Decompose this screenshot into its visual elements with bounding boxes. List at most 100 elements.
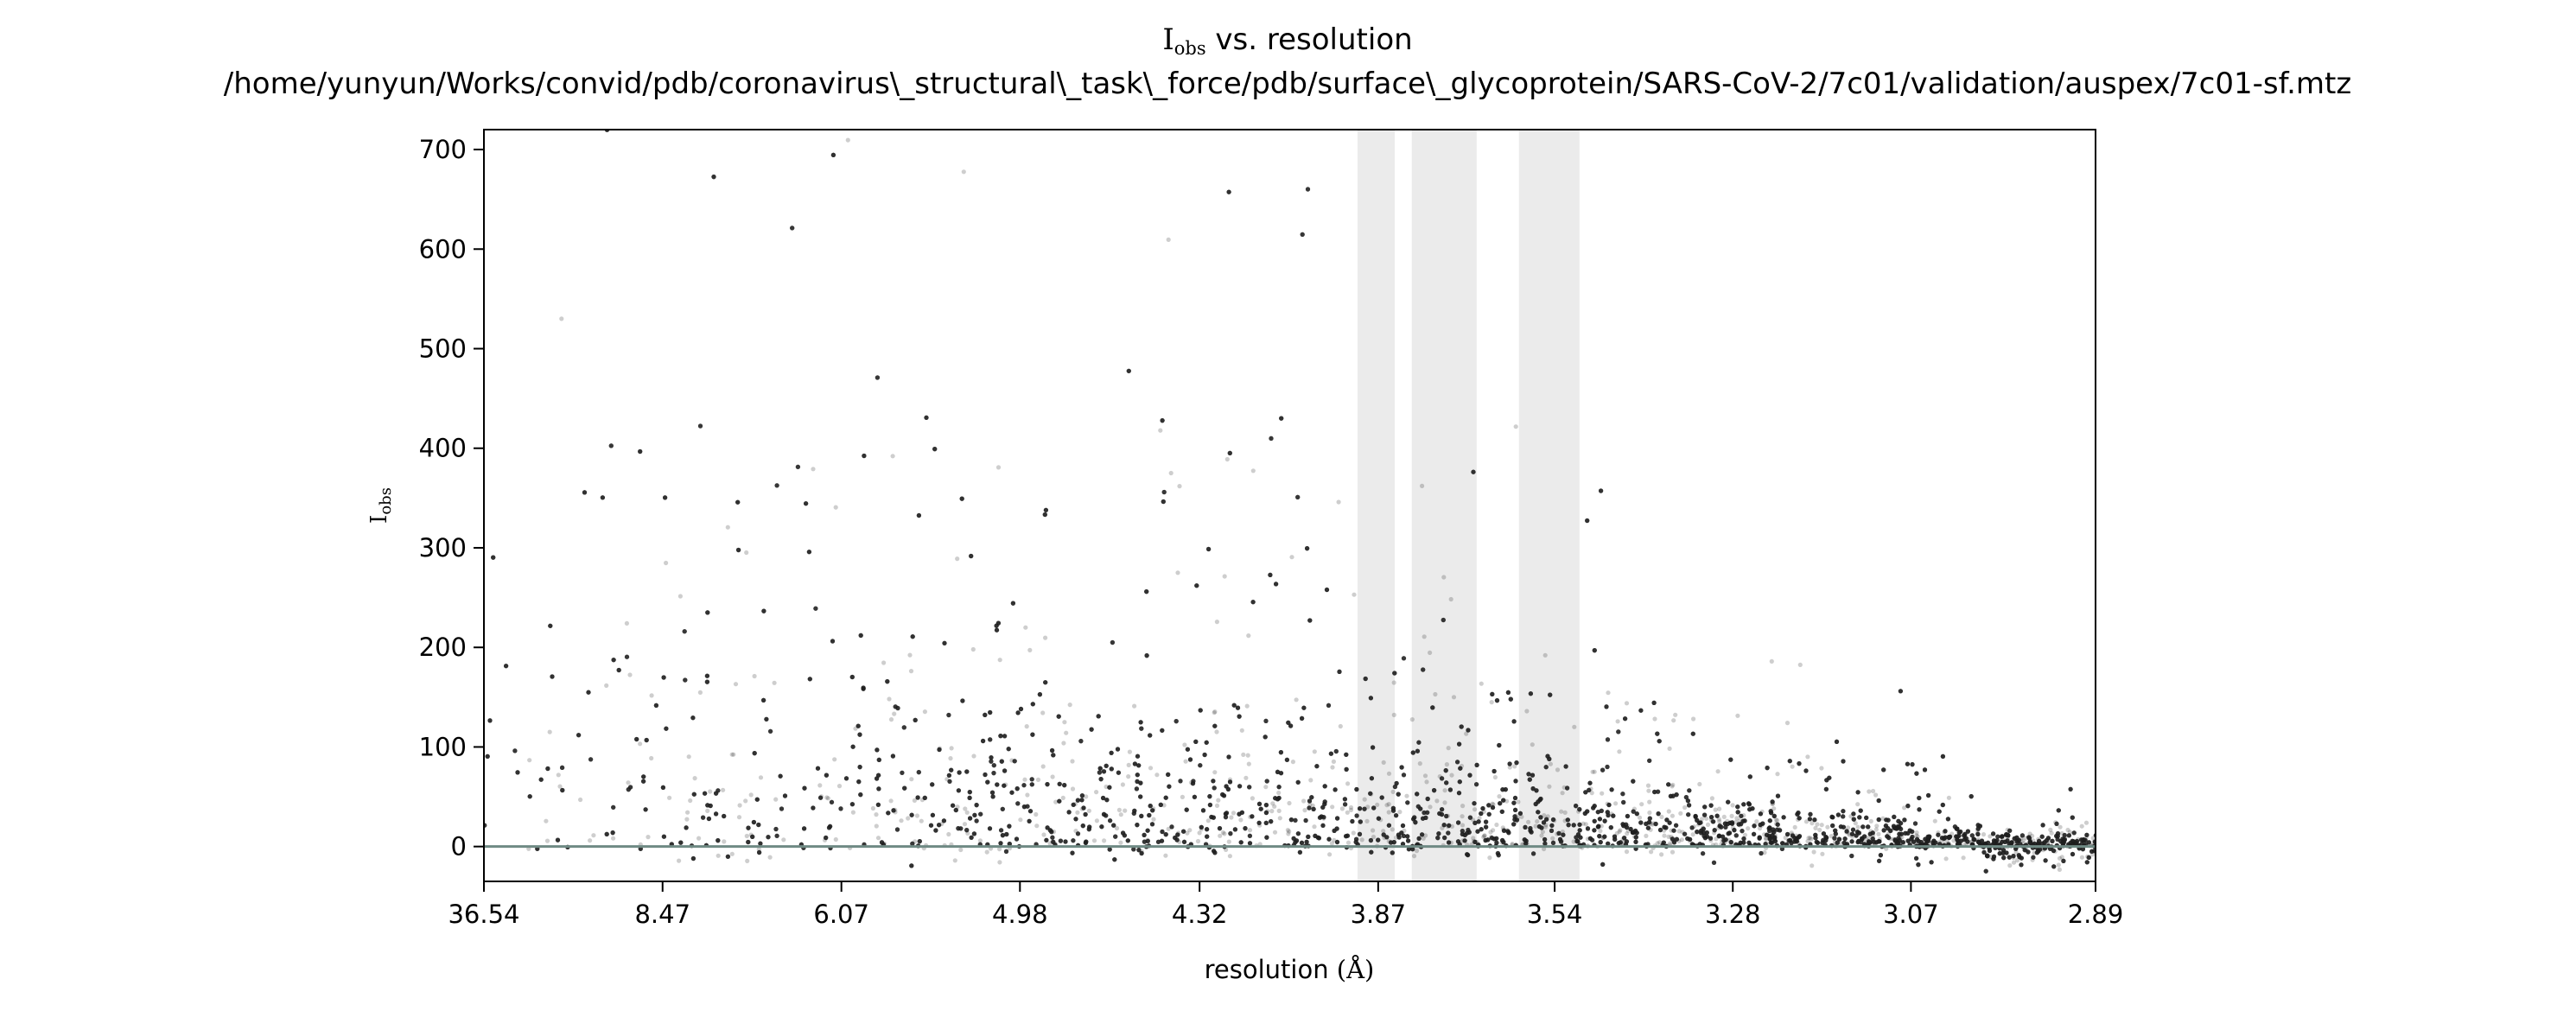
data-point <box>2000 848 2007 853</box>
data-point <box>1622 837 1627 843</box>
data-point <box>1315 835 1320 840</box>
data-point <box>1975 836 1981 842</box>
data-point <box>1396 835 1402 840</box>
data-point <box>1519 814 1524 819</box>
data-point <box>1764 836 1769 842</box>
data-point <box>1422 773 1428 779</box>
data-point <box>1943 829 1948 834</box>
data-point <box>1746 801 1752 806</box>
data-point <box>1491 828 1496 833</box>
data-point <box>1472 807 1478 812</box>
data-point <box>1161 499 1166 505</box>
data-point <box>1126 762 1131 768</box>
data-point <box>1422 634 1427 639</box>
data-point <box>1394 835 1399 840</box>
data-point <box>1212 723 1218 728</box>
data-point <box>930 782 935 787</box>
data-point <box>1014 786 1020 792</box>
data-point <box>1269 809 1275 814</box>
data-point <box>1884 823 1889 828</box>
data-point <box>1523 824 1528 830</box>
data-point <box>1915 834 1920 839</box>
data-point <box>1796 840 1801 846</box>
data-point <box>1411 854 1417 859</box>
data-point <box>1697 842 1702 847</box>
data-point <box>1721 814 1727 820</box>
data-point <box>1737 818 1742 823</box>
data-point <box>1471 836 1476 841</box>
data-point <box>1670 849 1676 855</box>
data-point <box>1060 795 1065 801</box>
data-point <box>737 803 742 808</box>
data-point <box>1961 855 1966 861</box>
data-point <box>2032 850 2037 855</box>
data-point <box>2079 823 2084 829</box>
data-point <box>1547 784 1552 789</box>
data-point <box>1669 828 1674 833</box>
data-point <box>1969 839 1975 844</box>
data-point <box>1163 832 1168 837</box>
data-point <box>970 646 976 652</box>
data-point <box>945 777 950 782</box>
data-point <box>984 849 989 855</box>
data-point <box>544 838 550 843</box>
data-point <box>2065 827 2070 833</box>
data-point <box>1796 817 1801 823</box>
data-point <box>1562 818 1568 823</box>
data-point <box>1754 819 1759 824</box>
data-point <box>1896 841 1901 846</box>
data-point <box>1043 635 1048 640</box>
data-point <box>1321 816 1326 821</box>
data-point <box>1257 823 1263 828</box>
data-point <box>1585 836 1590 842</box>
data-point <box>1912 841 1918 846</box>
data-point <box>2057 867 2062 873</box>
data-point <box>1819 766 1824 771</box>
data-point <box>1226 189 1231 194</box>
data-point <box>2083 836 2089 841</box>
data-point <box>1424 779 1429 785</box>
data-point <box>1716 817 1722 822</box>
data-point <box>736 815 742 820</box>
data-point <box>1239 728 1244 733</box>
data-point <box>1969 794 1974 799</box>
data-point <box>1870 830 1875 836</box>
data-point <box>1666 834 1671 840</box>
data-point <box>1205 834 1210 839</box>
data-point <box>1540 830 1545 835</box>
data-point <box>1409 717 1415 722</box>
data-point <box>1217 826 1223 831</box>
data-point <box>1773 817 1778 823</box>
data-point <box>1348 804 1354 811</box>
data-point <box>1676 838 1682 844</box>
data-point <box>1535 819 1540 824</box>
data-point <box>1524 842 1530 847</box>
data-point <box>1212 710 1217 715</box>
data-point <box>811 467 816 472</box>
data-point <box>1086 808 1091 813</box>
data-point <box>1159 838 1165 843</box>
data-point <box>1345 781 1351 786</box>
data-point <box>1417 761 1422 766</box>
data-point <box>557 784 563 789</box>
data-point <box>748 792 754 798</box>
data-point <box>1151 817 1156 822</box>
data-point <box>1122 833 1127 838</box>
data-point <box>2083 820 2089 825</box>
data-point <box>1691 824 1697 830</box>
data-point <box>1104 798 1110 803</box>
data-point <box>1460 804 1466 809</box>
data-point <box>1397 810 1402 815</box>
data-point <box>691 792 696 797</box>
data-point <box>1477 816 1482 821</box>
data-point <box>1320 804 1326 810</box>
data-point <box>1166 237 1171 242</box>
data-point <box>875 776 880 781</box>
data-point <box>1923 836 1928 842</box>
data-point <box>1914 836 1920 842</box>
data-point <box>547 729 552 734</box>
data-point <box>2056 808 2061 813</box>
data-point <box>822 837 828 842</box>
data-point <box>1244 703 1250 709</box>
data-point <box>1832 839 1838 844</box>
